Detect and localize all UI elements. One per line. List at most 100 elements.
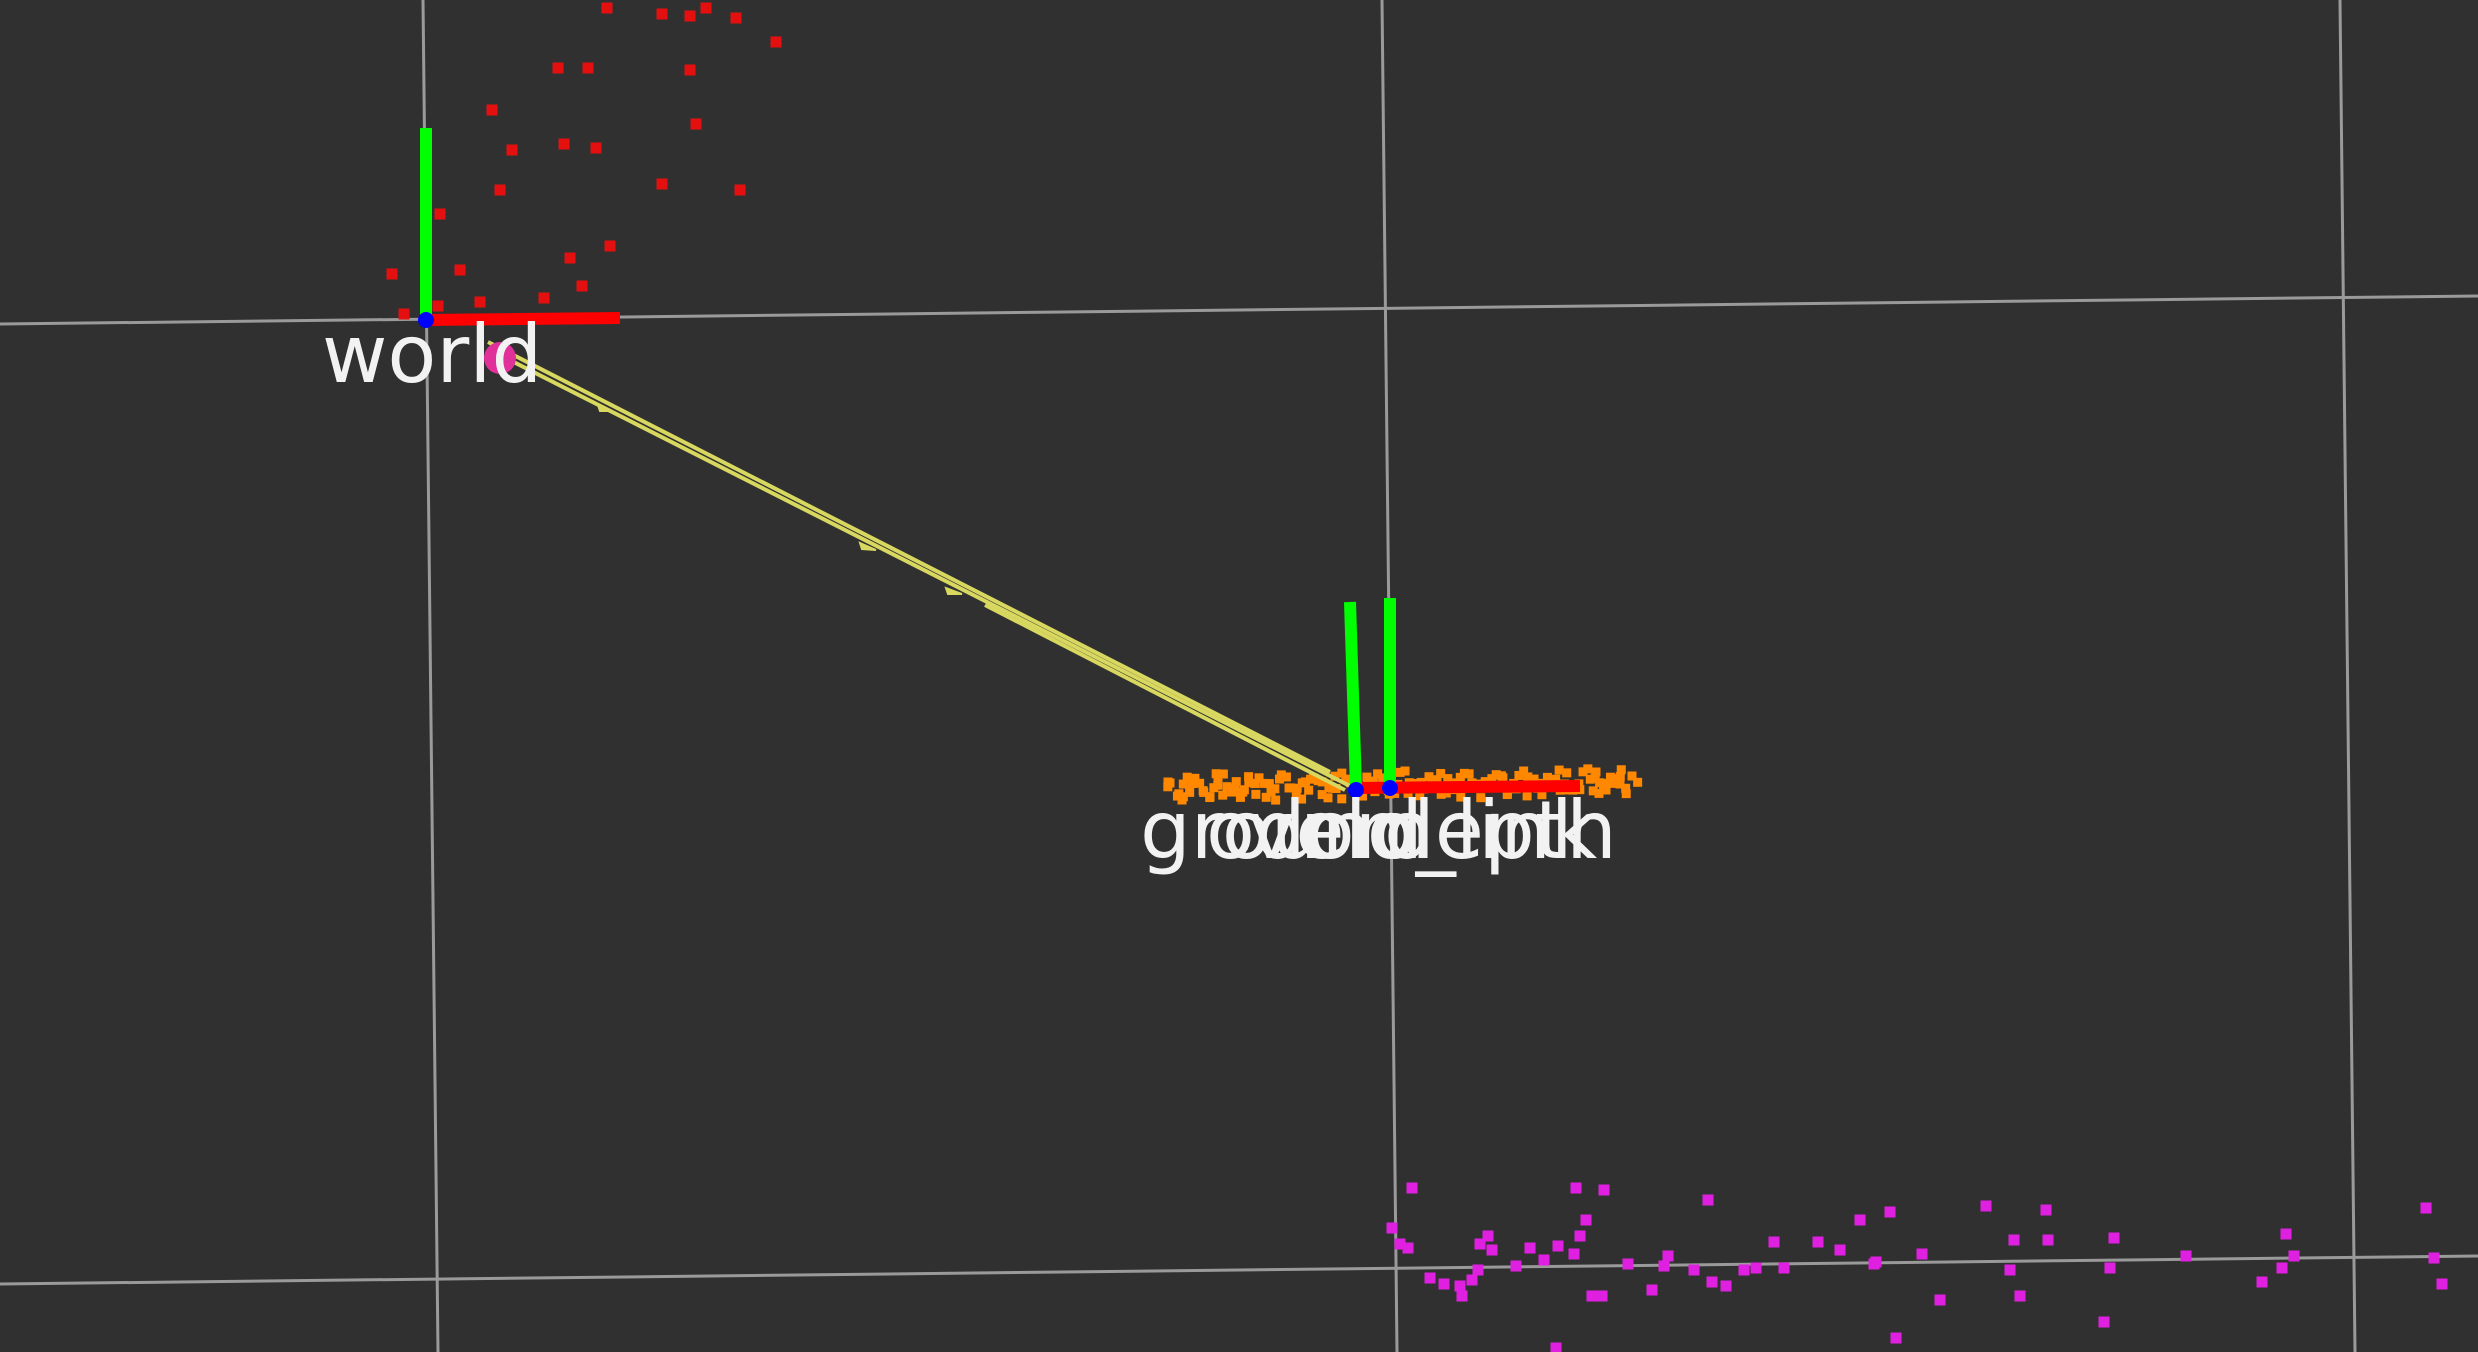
cloud-point <box>558 138 570 150</box>
cloud-point <box>576 280 588 292</box>
cloud-point <box>1514 770 1524 780</box>
cloud-point <box>1646 1284 1658 1296</box>
cloud-point <box>2420 1202 2432 1214</box>
red-point-cloud <box>386 2 782 320</box>
cloud-point <box>494 184 506 196</box>
cloud-point <box>1590 773 1600 783</box>
cloud-point <box>1870 1256 1882 1268</box>
cloud-point <box>1456 1290 1468 1302</box>
cloud-point <box>1550 1342 1562 1352</box>
cloud-point <box>1264 779 1274 789</box>
world-z-axis <box>418 312 434 328</box>
cloud-point <box>1662 1250 1674 1262</box>
tf-link-world-depth <box>984 603 1346 792</box>
cloud-point <box>1213 773 1223 783</box>
cloud-point <box>1402 1242 1414 1254</box>
cloud-point <box>1292 783 1302 793</box>
cloud-point <box>1306 774 1316 784</box>
cloud-point <box>1400 766 1410 776</box>
cloud-point <box>1281 772 1291 782</box>
cloud-point <box>2288 1250 2300 1262</box>
cloud-point <box>1250 779 1260 789</box>
cloud-point <box>1585 774 1595 784</box>
cloud-point <box>2428 1252 2440 1264</box>
cloud-point <box>1358 791 1368 801</box>
cloud-point <box>1378 773 1388 783</box>
cloud-point <box>1570 1182 1582 1194</box>
cloud-point <box>1591 767 1601 777</box>
tf-link-world-velo <box>487 340 1331 774</box>
tf-links <box>487 340 1351 792</box>
cloud-point <box>2256 1276 2268 1288</box>
cloud-point <box>690 118 702 130</box>
cloud-point <box>770 36 782 48</box>
cloud-point <box>684 10 696 22</box>
cloud-point <box>1443 774 1453 784</box>
tf-link-world-odom <box>489 348 1351 788</box>
cloud-point <box>1284 783 1294 793</box>
cloud-point <box>1538 1254 1550 1266</box>
cloud-point <box>1424 1272 1436 1284</box>
cloud-point <box>1213 780 1223 790</box>
cloud-point <box>1238 787 1248 797</box>
cloud-point <box>1436 789 1446 799</box>
cloud-point <box>1406 1182 1418 1194</box>
cloud-point <box>1190 773 1200 783</box>
cloud-point <box>1323 793 1333 803</box>
cloud-point <box>1235 792 1245 802</box>
cloud-point <box>1474 1238 1486 1250</box>
cloud-point <box>1510 1260 1522 1272</box>
cloud-point <box>1834 1244 1846 1256</box>
cloud-point <box>1542 772 1552 782</box>
cloud-point <box>1529 774 1539 784</box>
cloud-point <box>1552 1240 1564 1252</box>
cloud-point <box>1608 778 1618 788</box>
cloud-point <box>1395 767 1405 777</box>
cloud-point <box>1324 783 1334 793</box>
cloud-point <box>1496 771 1506 781</box>
cloud-point <box>1522 791 1532 801</box>
cloud-point <box>1702 1194 1714 1206</box>
frame-label-velo-link: velo_link <box>1248 784 1598 877</box>
cloud-point <box>1317 790 1327 800</box>
cloud-point <box>1163 782 1173 792</box>
cloud-point <box>474 296 486 308</box>
cloud-point <box>1588 786 1598 796</box>
cloud-point <box>1313 776 1323 786</box>
cloud-point <box>1980 1200 1992 1212</box>
cloud-point <box>1621 783 1631 793</box>
cloud-point <box>1386 1222 1398 1234</box>
cloud-point <box>1244 777 1254 787</box>
cloud-point <box>1163 777 1173 787</box>
world-frame-axes[interactable] <box>418 128 621 374</box>
cloud-point <box>1341 774 1351 784</box>
cluster-frame-axes[interactable] <box>1344 598 1581 798</box>
cloud-point <box>506 144 518 156</box>
cloud-point <box>1554 765 1564 775</box>
cloud-point <box>1482 1230 1494 1242</box>
cloud-point <box>1337 794 1347 804</box>
cloud-point <box>1615 779 1625 789</box>
cloud-point <box>2042 1234 2054 1246</box>
cloud-point <box>1738 1264 1750 1276</box>
cloud-point <box>1706 1276 1718 1288</box>
grid-line <box>0 294 2478 326</box>
world-origin-marker <box>484 342 516 374</box>
cloud-point <box>1195 778 1205 788</box>
frame-label-depth: depth <box>1384 784 1617 877</box>
cloud-point <box>1523 772 1533 782</box>
cloud-point <box>1601 785 1611 795</box>
cloud-point <box>2108 1232 2120 1244</box>
odom-y-axis <box>1344 601 1362 789</box>
cloud-point <box>1574 1230 1586 1242</box>
cloud-point <box>1472 1264 1484 1276</box>
cloud-point <box>604 240 616 252</box>
cloud-point <box>1218 769 1228 779</box>
cloud-point <box>1466 1274 1478 1286</box>
cloud-point <box>1578 767 1588 777</box>
cloud-point <box>1688 1264 1700 1276</box>
cloud-point <box>684 64 696 76</box>
cloud-point <box>1415 791 1425 801</box>
